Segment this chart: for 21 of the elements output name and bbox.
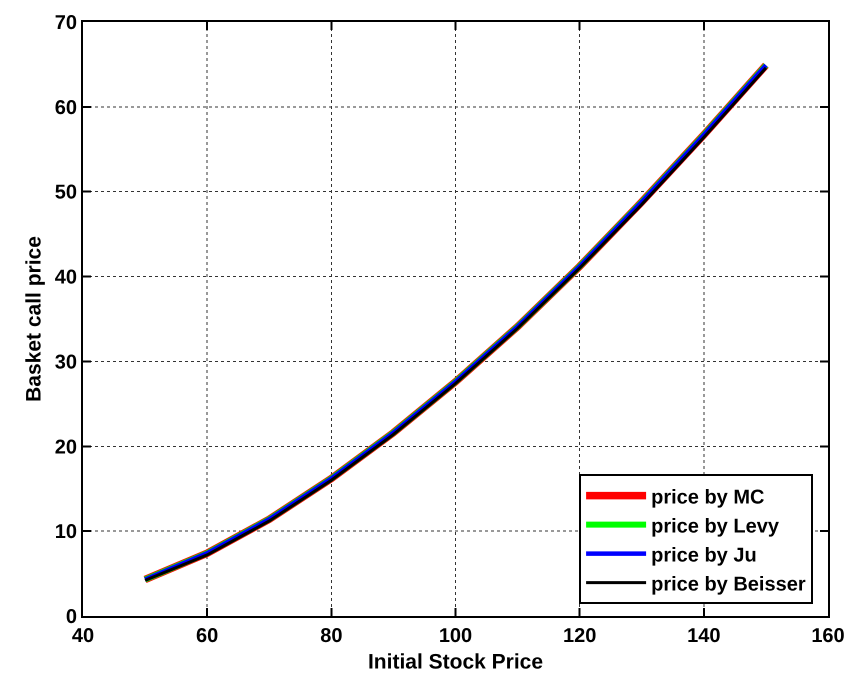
y-axis-title: Basket call price <box>22 236 46 402</box>
y-tick-label: 60 <box>54 96 77 119</box>
legend-label: price by MC <box>651 486 764 508</box>
y-tick-label: 50 <box>54 182 77 204</box>
y-tick-label: 20 <box>54 436 77 458</box>
x-tick-label: 120 <box>562 625 596 647</box>
x-tick-label: 80 <box>320 625 342 647</box>
y-tick-label: 0 <box>66 606 77 628</box>
y-tick-label: 30 <box>54 351 77 374</box>
y-tick-label: 40 <box>54 266 77 289</box>
x-tick-label: 100 <box>438 625 472 647</box>
x-axis-title: Initial Stock Price <box>368 650 544 674</box>
x-tick-label: 140 <box>687 625 721 647</box>
y-tick-label: 10 <box>54 521 77 544</box>
x-tick-label: 160 <box>811 625 845 647</box>
legend-label: price by Levy <box>651 515 780 538</box>
x-tick-label: 40 <box>72 625 94 647</box>
legend-label: price by Beisser <box>651 573 806 596</box>
y-tick-label: 70 <box>54 12 77 34</box>
legend-label: price by Ju <box>651 544 757 566</box>
x-tick-label: 60 <box>196 625 218 647</box>
